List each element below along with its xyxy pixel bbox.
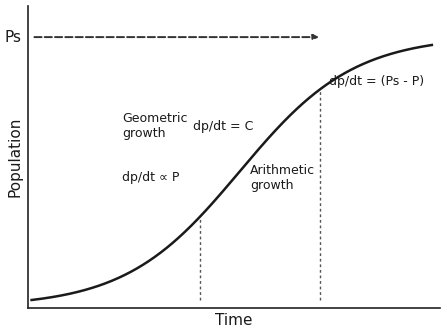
Text: dp/dt = C: dp/dt = C xyxy=(193,120,253,133)
Text: Geometric
growth: Geometric growth xyxy=(122,113,188,141)
Text: dp/dt ∝ P: dp/dt ∝ P xyxy=(122,171,180,184)
Text: dp/dt = (Ps - P): dp/dt = (Ps - P) xyxy=(329,74,424,88)
Text: Ps: Ps xyxy=(4,30,21,45)
X-axis label: Time: Time xyxy=(215,313,253,328)
Y-axis label: Population: Population xyxy=(7,117,22,197)
Text: Arithmetic
growth: Arithmetic growth xyxy=(250,164,315,192)
